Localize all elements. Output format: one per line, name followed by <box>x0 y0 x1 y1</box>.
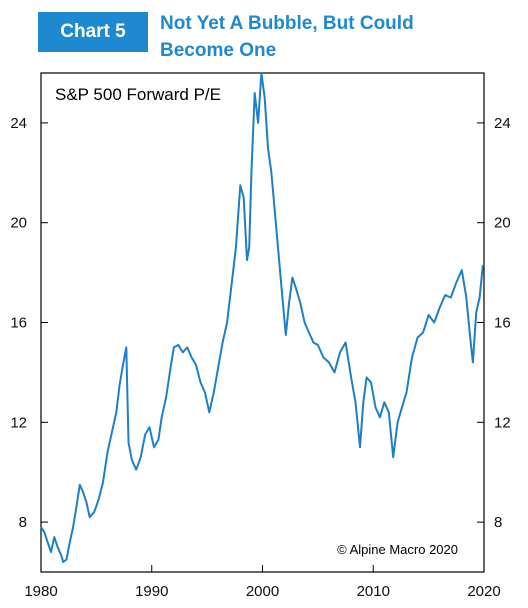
y-tick-label-left: 16 <box>10 315 27 332</box>
x-tick-label: 1980 <box>24 583 57 600</box>
y-tick-label-left: 24 <box>10 115 27 132</box>
chart-headline-line-1: Not Yet A Bubble, But Could <box>160 13 414 34</box>
left-axis-ticks: 8 12 16 20 24 <box>10 115 48 531</box>
chart-headline-line-2: Become One <box>160 40 277 61</box>
y-tick-label-left: 20 <box>10 215 27 232</box>
bottom-axis-ticks: 1980 1990 2000 2010 2020 <box>24 565 501 600</box>
right-axis-ticks: 8 12 16 20 24 <box>477 115 511 531</box>
y-tick-label-right: 16 <box>494 315 511 332</box>
copyright-notice: © Alpine Macro 2020 <box>337 542 458 557</box>
y-tick-label-left: 8 <box>19 514 27 531</box>
x-tick-label: 2020 <box>467 583 500 600</box>
y-tick-label-right: 20 <box>494 215 511 232</box>
x-tick-label: 2000 <box>246 583 279 600</box>
chart-number-label: Chart 5 <box>60 21 126 42</box>
chart-number-badge: Chart 5 <box>38 12 148 52</box>
series-line <box>40 72 484 563</box>
y-tick-label-right: 12 <box>494 414 511 431</box>
y-tick-label-left: 12 <box>10 414 27 431</box>
x-tick-label: 1990 <box>135 583 168 600</box>
plot-frame <box>40 72 485 573</box>
x-tick-label: 2010 <box>357 583 390 600</box>
y-tick-label-right: 24 <box>494 115 511 132</box>
y-tick-label-right: 8 <box>494 514 502 531</box>
plot-title: S&P 500 Forward P/E <box>55 85 221 104</box>
chart-headline: Not Yet A Bubble, But Could Become One <box>160 10 500 64</box>
